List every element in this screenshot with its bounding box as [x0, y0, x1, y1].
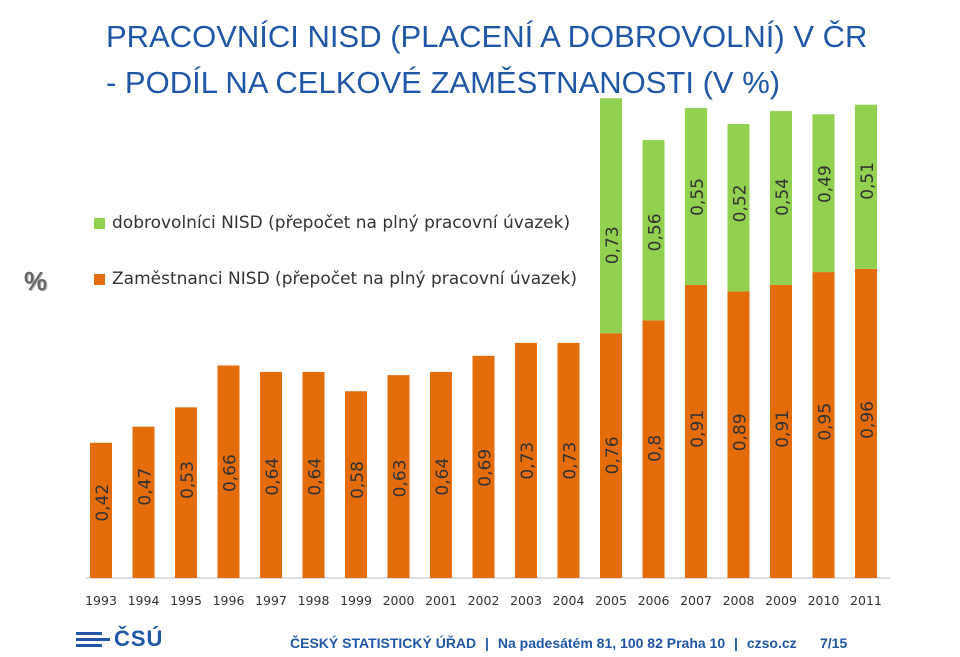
bar-employees-1998	[302, 371, 325, 578]
bar-employees-1994	[132, 426, 155, 578]
x-tick-label-1997: 1997	[255, 593, 287, 608]
legend-swatch-employees	[94, 273, 105, 285]
data-label-volunteers-2011: 0,51	[858, 162, 878, 200]
data-label-volunteers-2007: 0,55	[688, 178, 708, 216]
csu-logo: ČSÚ	[76, 626, 164, 651]
x-tick-label-2010: 2010	[808, 593, 840, 608]
x-tick-label-2003: 2003	[510, 593, 542, 608]
data-label-employees-2004: 0,73	[561, 442, 581, 480]
data-label-employees-2008: 0,89	[731, 413, 751, 451]
bar-employees-2004	[557, 342, 580, 578]
data-label-volunteers-2006: 0,56	[646, 213, 666, 251]
data-label-employees-2005: 0,76	[603, 436, 623, 474]
legend-item-employees: Zaměstnanci NISD (přepočet na plný praco…	[94, 264, 577, 294]
data-label-volunteers-2009: 0,54	[773, 178, 793, 216]
footer-contact: ČESKÝ STATISTICKÝ ÚŘAD | Na padesátém 81…	[290, 635, 797, 651]
x-tick-label-2004: 2004	[553, 593, 585, 608]
bar-employees-1995	[175, 407, 197, 578]
legend-label-employees: Zaměstnanci NISD (přepočet na plný praco…	[112, 269, 577, 289]
bar-employees-2001	[430, 371, 452, 578]
bar-volunteers-2008	[727, 123, 750, 292]
bar-employees-2000	[387, 375, 410, 578]
stacked-bar-chart: 0,42 1993 0,47 1994 0,53 1995 0,66 1996 0,64 1997…	[85, 98, 890, 608]
bar-employees-2011	[855, 268, 877, 578]
logo-lines-icon	[76, 631, 110, 647]
page-title-line-2: - PODÍL NA CELKOVÉ ZAMĚSTNANOSTI (V %)	[106, 65, 781, 100]
x-tick-label-1999: 1999	[340, 593, 372, 608]
data-label-employees-1995: 0,53	[178, 461, 198, 499]
legend-label-volunteers: dobrovolníci NISD (přepočet na plný prac…	[112, 213, 571, 233]
data-label-volunteers-2008: 0,52	[731, 184, 751, 222]
chart-legend: dobrovolníci NISD (přepočet na plný prac…	[94, 208, 577, 320]
bar-volunteers-2011	[855, 104, 877, 269]
legend-item-volunteers: dobrovolníci NISD (přepočet na plný prac…	[94, 208, 577, 238]
x-tick-label-2006: 2006	[638, 593, 670, 608]
bar-employees-2007	[685, 284, 707, 578]
bar-employees-1993	[90, 442, 112, 578]
data-label-employees-1997: 0,64	[263, 458, 283, 496]
x-tick-label-2011: 2011	[850, 593, 882, 608]
page-title-line-1: PRACOVNÍCI NISD (PLACENÍ A DOBROVOLNÍ) V…	[106, 19, 868, 54]
bar-employees-2005	[600, 333, 622, 578]
x-tick-label-2002: 2002	[468, 593, 500, 608]
page-number: 7/15	[820, 635, 848, 651]
legend-swatch-volunteers	[94, 217, 105, 229]
bar-volunteers-2005	[600, 98, 622, 334]
data-label-employees-2000: 0,63	[391, 459, 411, 497]
data-label-volunteers-2005: 0,73	[603, 226, 623, 264]
bar-employees-2003	[515, 342, 537, 578]
data-label-employees-2006: 0,8	[646, 435, 666, 462]
x-tick-label-1995: 1995	[170, 593, 202, 608]
data-label-employees-1993: 0,42	[93, 484, 113, 522]
data-label-employees-1998: 0,64	[306, 458, 326, 496]
x-tick-label-1996: 1996	[213, 593, 245, 608]
footer: ČSÚ ČESKÝ STATISTICKÝ ÚŘAD | Na padesáté…	[0, 622, 960, 657]
footer-separator: |	[734, 635, 738, 651]
bar-employees-1997	[260, 371, 282, 578]
data-label-employees-2010: 0,95	[816, 403, 836, 441]
bar-volunteers-2006	[642, 140, 665, 321]
x-tick-label-1994: 1994	[128, 593, 160, 608]
data-label-employees-2011: 0,96	[858, 401, 878, 439]
bar-employees-1996	[217, 365, 240, 578]
data-label-employees-2009: 0,91	[773, 410, 793, 448]
logo-text: ČSÚ	[114, 626, 164, 651]
x-tick-label-2007: 2007	[680, 593, 712, 608]
bar-volunteers-2010	[812, 114, 835, 273]
footer-separator: |	[485, 635, 489, 651]
bar-employees-2009	[770, 284, 792, 578]
bar-volunteers-2009	[770, 111, 792, 285]
bar-employees-2006	[642, 320, 665, 578]
footer-address: Na padesátém 81, 100 82 Praha 10	[497, 635, 726, 651]
unit-label: %	[24, 266, 47, 296]
data-label-employees-2007: 0,91	[688, 410, 708, 448]
x-tick-label-1993: 1993	[85, 593, 117, 608]
x-tick-label-2001: 2001	[425, 593, 457, 608]
data-label-employees-2003: 0,73	[518, 442, 538, 480]
x-tick-label-2000: 2000	[383, 593, 415, 608]
bar-employees-2010	[812, 272, 835, 578]
bar-employees-2008	[727, 291, 750, 578]
x-tick-label-2005: 2005	[595, 593, 627, 608]
data-label-employees-1999: 0,58	[348, 461, 368, 499]
footer-org: ČESKÝ STATISTICKÝ ÚŘAD	[290, 635, 477, 651]
bar-volunteers-2007	[685, 107, 707, 285]
x-tick-label-2009: 2009	[765, 593, 797, 608]
bar-employees-1999	[345, 391, 367, 578]
page-title: PRACOVNÍCI NISD (PLACENÍ A DOBROVOLNÍ) V…	[106, 14, 946, 106]
data-label-employees-2002: 0,69	[476, 449, 496, 487]
x-tick-label-1998: 1998	[298, 593, 330, 608]
data-label-employees-1996: 0,66	[221, 454, 241, 492]
footer-web-link[interactable]: czso.cz	[746, 635, 797, 651]
data-label-employees-2001: 0,64	[433, 458, 453, 496]
data-label-employees-1994: 0,47	[136, 468, 156, 506]
bar-employees-2002	[472, 355, 495, 578]
x-tick-label-2008: 2008	[723, 593, 755, 608]
data-label-volunteers-2010: 0,49	[816, 165, 836, 203]
